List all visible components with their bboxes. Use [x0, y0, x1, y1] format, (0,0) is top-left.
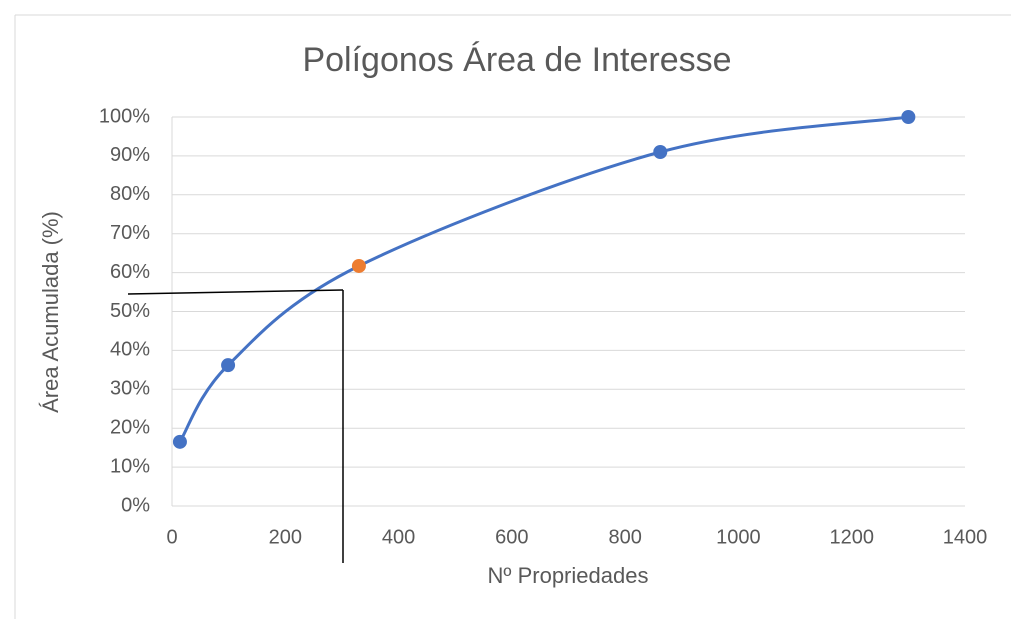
data-point [653, 145, 668, 160]
x-tick-label: 1000 [716, 526, 761, 548]
x-tick-label: 1400 [943, 526, 988, 548]
y-tick-label: 70% [110, 222, 150, 244]
y-tick-label: 30% [110, 378, 150, 400]
y-tick-label: 60% [110, 261, 150, 283]
y-tick-label: 10% [110, 455, 150, 477]
x-tick-label: 400 [382, 526, 415, 548]
y-tick-label: 80% [110, 183, 150, 205]
chart-title: Polígonos Área de Interesse [302, 41, 731, 79]
y-axis-label: Área Acumulada (%) [38, 211, 63, 413]
y-tick-label: 50% [110, 300, 150, 322]
x-axis-label: Nº Propriedades [488, 563, 649, 588]
y-tick-label: 90% [110, 144, 150, 166]
data-point [172, 434, 187, 449]
x-tick-label: 1200 [829, 526, 874, 548]
plot-area: 0% 10% 20% 30% 40% 50% 60% 70% 80% 90% 100% 0 200 400… [99, 105, 987, 548]
data-point [221, 358, 236, 373]
x-tick-label: 800 [608, 526, 641, 548]
data-point [901, 110, 916, 124]
data-point [351, 258, 366, 273]
y-tick-label: 100% [99, 105, 150, 127]
series-line [178, 115, 909, 443]
x-tick-label: 0 [166, 526, 177, 548]
y-tick-label: 20% [110, 416, 150, 438]
annotation-line [127, 289, 344, 295]
x-tick-label: 200 [269, 526, 302, 548]
y-tick-label: 0% [121, 494, 150, 516]
y-tick-label: 40% [110, 339, 150, 361]
x-tick-label: 600 [495, 526, 528, 548]
